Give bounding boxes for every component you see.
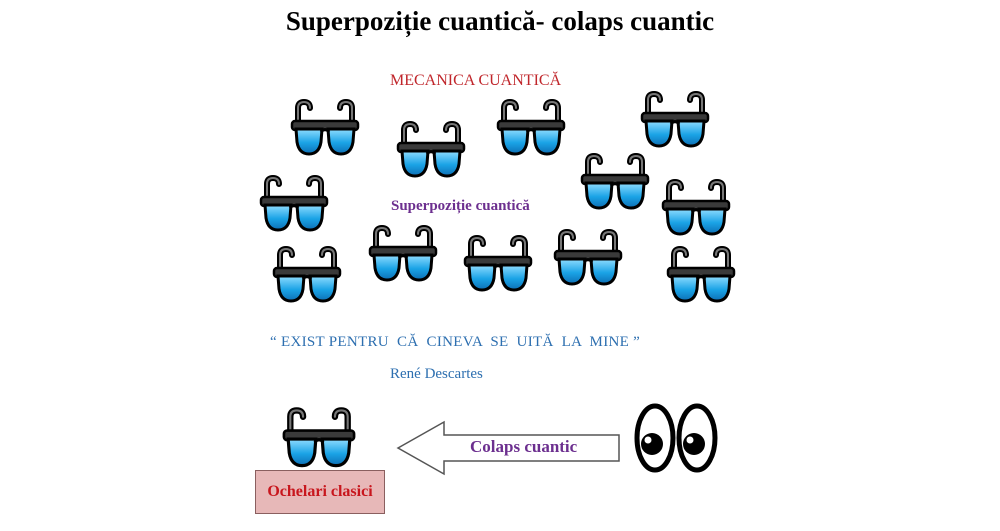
sunglasses-icon (288, 96, 362, 160)
classic-glasses-box: Ochelari clasici (255, 470, 385, 514)
sunglasses-icon (270, 243, 344, 307)
sunglasses-icon (461, 232, 535, 296)
sunglasses-icon (664, 243, 738, 307)
descartes-quote: “ EXIST PENTRU CĂ CINEVA SE UITĂ LA MINE… (270, 334, 641, 350)
classic-glasses-label: Ochelari clasici (267, 483, 373, 500)
sunglasses-icon (494, 96, 568, 160)
sunglasses-icon (394, 118, 468, 182)
sunglasses-icon (551, 226, 625, 290)
collapse-label: Colaps cuantic (470, 437, 578, 456)
left-arrow-icon (396, 420, 622, 476)
sunglasses-icon (578, 150, 652, 214)
eyes-icon (634, 402, 718, 474)
sunglasses-icon (659, 176, 733, 240)
mechanics-label: MECANICA CUANTICĂ (390, 72, 562, 89)
page-title: Superpoziție cuantică- colaps cuantic (285, 6, 715, 36)
sunglasses-icon (638, 88, 712, 152)
sunglasses-icon (257, 172, 331, 236)
sunglasses-icon (279, 404, 359, 472)
superposition-label: Superpoziție cuantică (391, 198, 530, 214)
sunglasses-icon (366, 222, 440, 286)
quote-author: René Descartes (390, 366, 483, 382)
